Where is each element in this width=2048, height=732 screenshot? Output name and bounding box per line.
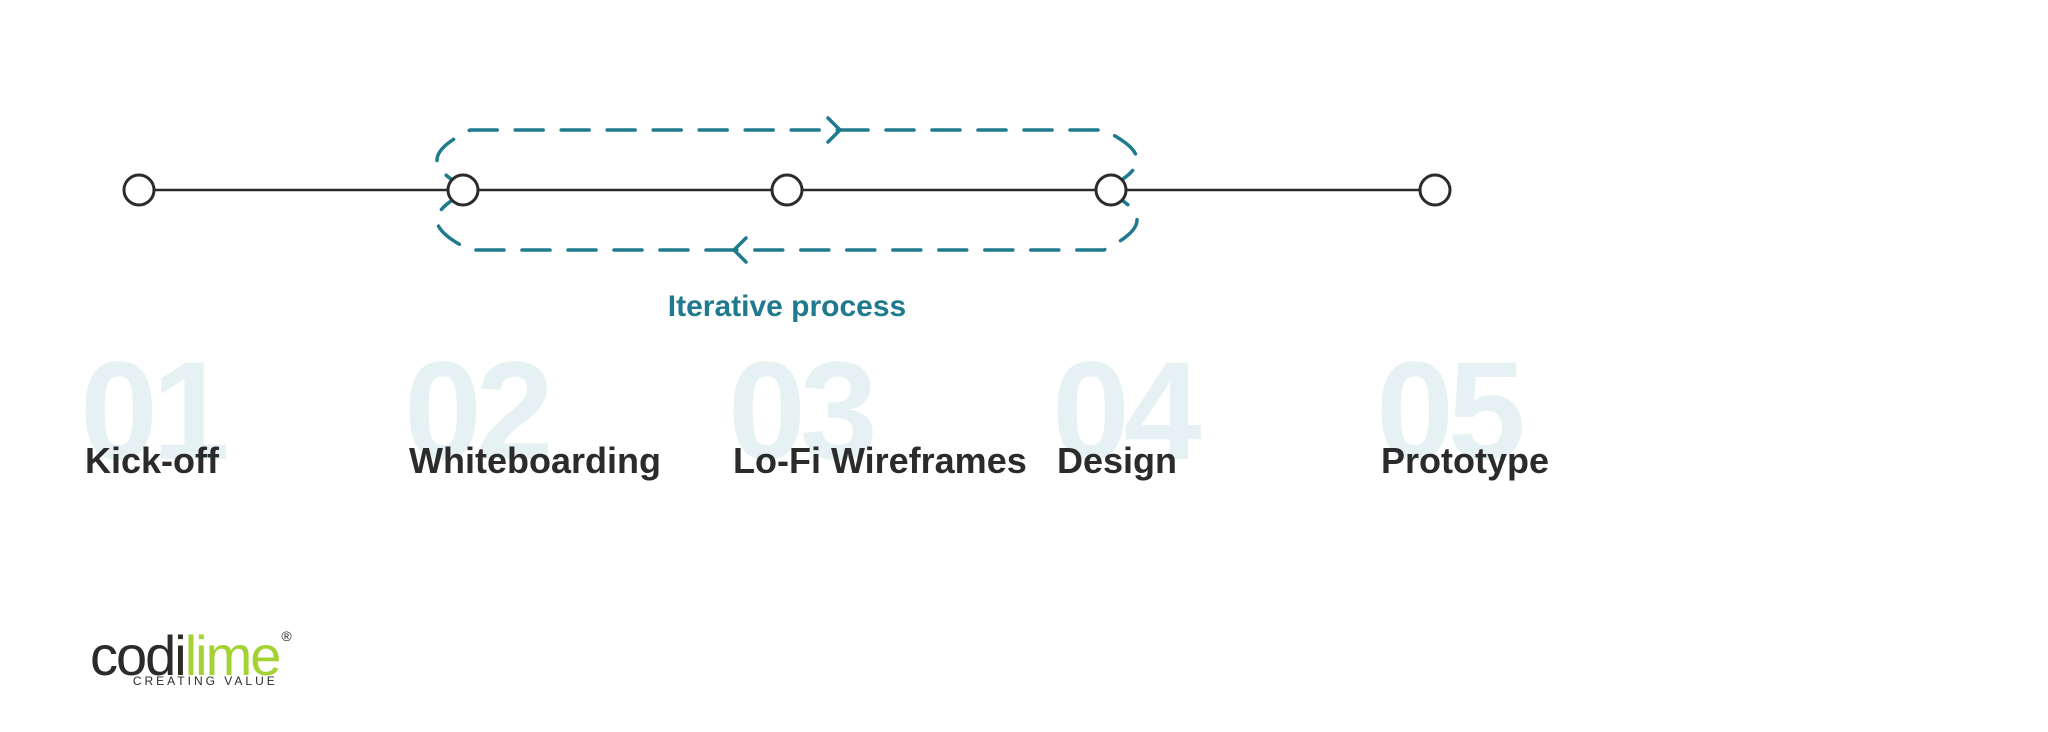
step-label-4: Design xyxy=(1057,440,1177,482)
brand-logo: codilime® CREATING VALUE xyxy=(90,604,288,684)
step-label-2: Whiteboarding xyxy=(409,440,661,482)
registered-icon: ® xyxy=(281,629,289,643)
step-label-3: Lo-Fi Wireframes xyxy=(733,440,1027,482)
step-label-5: Prototype xyxy=(1381,440,1549,482)
brand-tagline: CREATING VALUE xyxy=(133,674,278,688)
diagram-canvas: Iterative process 01Kick-off02Whiteboard… xyxy=(0,0,2048,732)
iterative-process-label: Iterative process xyxy=(668,290,906,324)
process-diagram-svg xyxy=(0,0,2048,732)
step-label-1: Kick-off xyxy=(85,440,219,482)
